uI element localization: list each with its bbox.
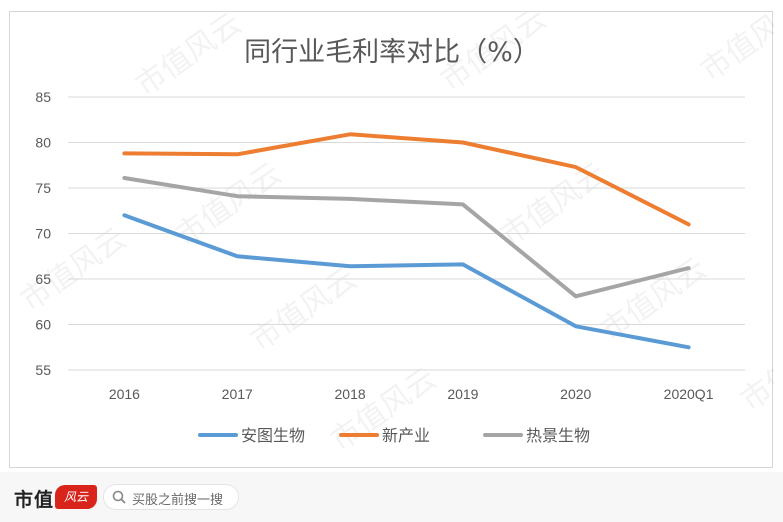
x-tick-label: 2020Q1 (664, 386, 714, 402)
search-placeholder: 买股之前搜一搜 (132, 493, 224, 508)
series-line (122, 132, 691, 227)
series-line (122, 213, 691, 350)
y-tick-label: 70 (35, 226, 51, 242)
x-tick-label: 2016 (109, 386, 140, 402)
brand-logo-mark: 风云 (55, 485, 97, 509)
search-icon (112, 490, 126, 504)
x-tick-label: 2020 (560, 386, 591, 402)
watermark-text: 市值风云 (15, 221, 133, 318)
search-input[interactable]: 买股之前搜一搜 (103, 484, 239, 510)
y-tick-label: 60 (35, 317, 51, 333)
x-tick-label: 2018 (335, 386, 366, 402)
y-tick-label: 65 (35, 271, 51, 287)
y-tick-label: 75 (35, 180, 51, 196)
x-tick-label: 2017 (222, 386, 253, 402)
watermark-text: 市值风云 (245, 261, 363, 358)
legend-label: 安图生物 (241, 426, 305, 445)
x-axis-ticks: 2016 2017 2018 2019 2020 2020Q1 (109, 386, 714, 402)
legend-label: 新产业 (382, 426, 430, 445)
series-line (122, 176, 691, 299)
brand-logo-text: 市值 (14, 489, 55, 511)
gridlines (68, 96, 745, 371)
watermark-text: 市值风云 (130, 12, 248, 104)
y-tick-label: 80 (35, 135, 51, 151)
watermark-text: 市值风云 (695, 12, 774, 89)
chart-container: 市值风云 市值风云 市值风云 市值风云 市值风云 市值风云 市值风云 市值风云 市值风云 市值风云… (9, 11, 774, 468)
chart-title: 同行业毛利率对比（%） (244, 37, 540, 68)
y-tick-label: 85 (35, 89, 51, 105)
footer-bar: 市值 风云 买股之前搜一搜 (0, 472, 783, 522)
y-tick-label: 55 (35, 362, 51, 378)
y-axis-ticks: 55 60 65 70 75 80 85 (35, 89, 51, 378)
watermark-text: 市值风云 (495, 156, 613, 253)
legend-label: 热景生物 (526, 426, 590, 445)
legend: 安图生物 新产业 热景生物 (198, 426, 590, 445)
x-tick-label: 2019 (447, 386, 478, 402)
series-lines (122, 132, 691, 350)
